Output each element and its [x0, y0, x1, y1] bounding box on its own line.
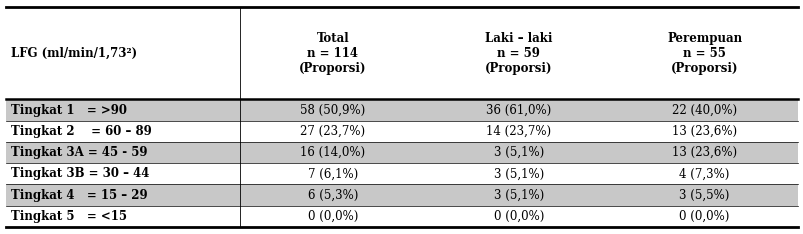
Text: Total
n = 114
(Proporsi): Total n = 114 (Proporsi) [299, 32, 366, 75]
Text: 58 (50,9%): 58 (50,9%) [300, 103, 365, 117]
Bar [6, 142, 797, 163]
Text: 3 (5,5%): 3 (5,5%) [679, 189, 729, 201]
Bar [6, 184, 797, 206]
Text: 3 (5,1%): 3 (5,1%) [493, 189, 543, 201]
Text: 4 (7,3%): 4 (7,3%) [679, 167, 729, 180]
Text: LFG (ml/min/1,73²): LFG (ml/min/1,73²) [11, 47, 137, 60]
Text: Laki – laki
n = 59
(Proporsi): Laki – laki n = 59 (Proporsi) [484, 32, 552, 75]
Text: Tingkat 3A = 45 - 59: Tingkat 3A = 45 - 59 [11, 146, 148, 159]
Text: 22 (40,0%): 22 (40,0%) [671, 103, 736, 117]
Bar [6, 99, 797, 121]
Text: Tingkat 3B = 30 – 44: Tingkat 3B = 30 – 44 [11, 167, 149, 180]
Text: 0 (0,0%): 0 (0,0%) [679, 210, 729, 223]
Text: Tingkat 1   = >90: Tingkat 1 = >90 [11, 103, 127, 117]
Text: 3 (5,1%): 3 (5,1%) [493, 146, 543, 159]
Text: 7 (6,1%): 7 (6,1%) [308, 167, 357, 180]
Text: Tingkat 2    = 60 – 89: Tingkat 2 = 60 – 89 [11, 125, 152, 138]
Text: 0 (0,0%): 0 (0,0%) [493, 210, 543, 223]
Text: 6 (5,3%): 6 (5,3%) [308, 189, 357, 201]
Text: Tingkat 4   = 15 – 29: Tingkat 4 = 15 – 29 [11, 189, 148, 201]
Text: 13 (23,6%): 13 (23,6%) [671, 146, 736, 159]
Text: 27 (23,7%): 27 (23,7%) [300, 125, 365, 138]
Text: 14 (23,7%): 14 (23,7%) [486, 125, 551, 138]
Text: 16 (14,0%): 16 (14,0%) [300, 146, 365, 159]
Text: 0 (0,0%): 0 (0,0%) [308, 210, 357, 223]
Text: Tingkat 5   = <15: Tingkat 5 = <15 [11, 210, 127, 223]
Text: Perempuan
n = 55
(Proporsi): Perempuan n = 55 (Proporsi) [666, 32, 741, 75]
Text: 3 (5,1%): 3 (5,1%) [493, 167, 543, 180]
Text: 36 (61,0%): 36 (61,0%) [486, 103, 551, 117]
Text: 13 (23,6%): 13 (23,6%) [671, 125, 736, 138]
